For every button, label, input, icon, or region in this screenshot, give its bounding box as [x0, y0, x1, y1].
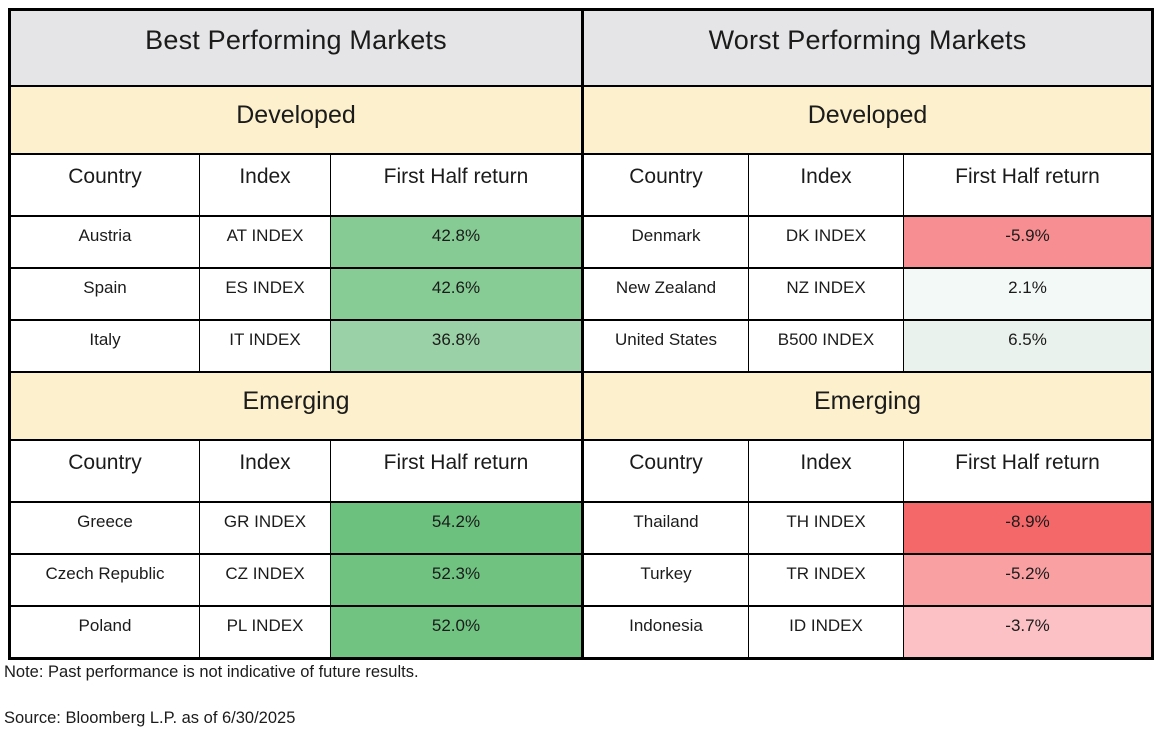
best-developed-column-headers: Country Index First Half return [11, 153, 581, 215]
return-cell: 42.6% [330, 269, 581, 319]
table-row: Czech Republic CZ INDEX 52.3% [11, 553, 581, 605]
worst-developed-column-headers: Country Index First Half return [584, 153, 1151, 215]
best-emerging-section-row: Emerging [11, 371, 581, 439]
index-cell: CZ INDEX [199, 555, 330, 605]
table-row: United States B500 INDEX 6.5% [584, 319, 1151, 371]
table-row: Spain ES INDEX 42.6% [11, 267, 581, 319]
column-header-return: First Half return [330, 441, 581, 501]
worst-developed-section-label: Developed [584, 87, 1151, 153]
return-cell: 36.8% [330, 321, 581, 371]
return-cell: 2.1% [903, 269, 1151, 319]
return-cell: -3.7% [903, 607, 1151, 657]
country-cell: Italy [11, 321, 199, 371]
column-header-return: First Half return [330, 155, 581, 215]
table-row: Indonesia ID INDEX -3.7% [584, 605, 1151, 657]
worst-title-row: Worst Performing Markets [584, 11, 1151, 85]
table-row: Greece GR INDEX 54.2% [11, 501, 581, 553]
return-cell: -5.9% [903, 217, 1151, 267]
column-header-index: Index [199, 441, 330, 501]
worst-emerging-section-label: Emerging [584, 373, 1151, 439]
table-row: Italy IT INDEX 36.8% [11, 319, 581, 371]
country-cell: Indonesia [584, 607, 748, 657]
column-header-return: First Half return [903, 441, 1151, 501]
best-emerging-section-label: Emerging [11, 373, 581, 439]
index-cell: B500 INDEX [748, 321, 903, 371]
country-cell: Denmark [584, 217, 748, 267]
index-cell: AT INDEX [199, 217, 330, 267]
markets-performance-table: Best Performing Markets Developed Countr… [8, 8, 1154, 660]
index-cell: IT INDEX [199, 321, 330, 371]
column-header-country: Country [11, 441, 199, 501]
country-cell: Austria [11, 217, 199, 267]
country-cell: Poland [11, 607, 199, 657]
column-header-country: Country [11, 155, 199, 215]
column-header-country: Country [584, 155, 748, 215]
country-cell: United States [584, 321, 748, 371]
best-markets-title: Best Performing Markets [11, 11, 581, 85]
table-row: Denmark DK INDEX -5.9% [584, 215, 1151, 267]
country-cell: Czech Republic [11, 555, 199, 605]
table-row: Thailand TH INDEX -8.9% [584, 501, 1151, 553]
return-cell: 52.0% [330, 607, 581, 657]
best-title-row: Best Performing Markets [11, 11, 581, 85]
index-cell: PL INDEX [199, 607, 330, 657]
worst-emerging-section-row: Emerging [584, 371, 1151, 439]
return-cell: 52.3% [330, 555, 581, 605]
note-text: Note: Past performance is not indicative… [4, 663, 419, 681]
best-developed-section-label: Developed [11, 87, 581, 153]
column-header-index: Index [748, 441, 903, 501]
index-cell: TR INDEX [748, 555, 903, 605]
country-cell: Greece [11, 503, 199, 553]
index-cell: NZ INDEX [748, 269, 903, 319]
return-cell: 6.5% [903, 321, 1151, 371]
column-header-index: Index [199, 155, 330, 215]
source-text: Source: Bloomberg L.P. as of 6/30/2025 [4, 709, 296, 727]
country-cell: Spain [11, 269, 199, 319]
return-cell: -8.9% [903, 503, 1151, 553]
country-cell: Turkey [584, 555, 748, 605]
country-cell: Thailand [584, 503, 748, 553]
worst-markets-title: Worst Performing Markets [584, 11, 1151, 85]
table-row: Austria AT INDEX 42.8% [11, 215, 581, 267]
index-cell: DK INDEX [748, 217, 903, 267]
table-row: Poland PL INDEX 52.0% [11, 605, 581, 657]
column-header-return: First Half return [903, 155, 1151, 215]
country-cell: New Zealand [584, 269, 748, 319]
table-row: Turkey TR INDEX -5.2% [584, 553, 1151, 605]
return-cell: -5.2% [903, 555, 1151, 605]
worst-emerging-column-headers: Country Index First Half return [584, 439, 1151, 501]
best-developed-section-row: Developed [11, 85, 581, 153]
best-markets-table: Best Performing Markets Developed Countr… [11, 11, 581, 657]
worst-developed-section-row: Developed [584, 85, 1151, 153]
column-header-country: Country [584, 441, 748, 501]
worst-markets-table: Worst Performing Markets Developed Count… [581, 11, 1151, 657]
best-emerging-column-headers: Country Index First Half return [11, 439, 581, 501]
index-cell: ES INDEX [199, 269, 330, 319]
index-cell: GR INDEX [199, 503, 330, 553]
table-row: New Zealand NZ INDEX 2.1% [584, 267, 1151, 319]
index-cell: ID INDEX [748, 607, 903, 657]
return-cell: 42.8% [330, 217, 581, 267]
column-header-index: Index [748, 155, 903, 215]
return-cell: 54.2% [330, 503, 581, 553]
index-cell: TH INDEX [748, 503, 903, 553]
